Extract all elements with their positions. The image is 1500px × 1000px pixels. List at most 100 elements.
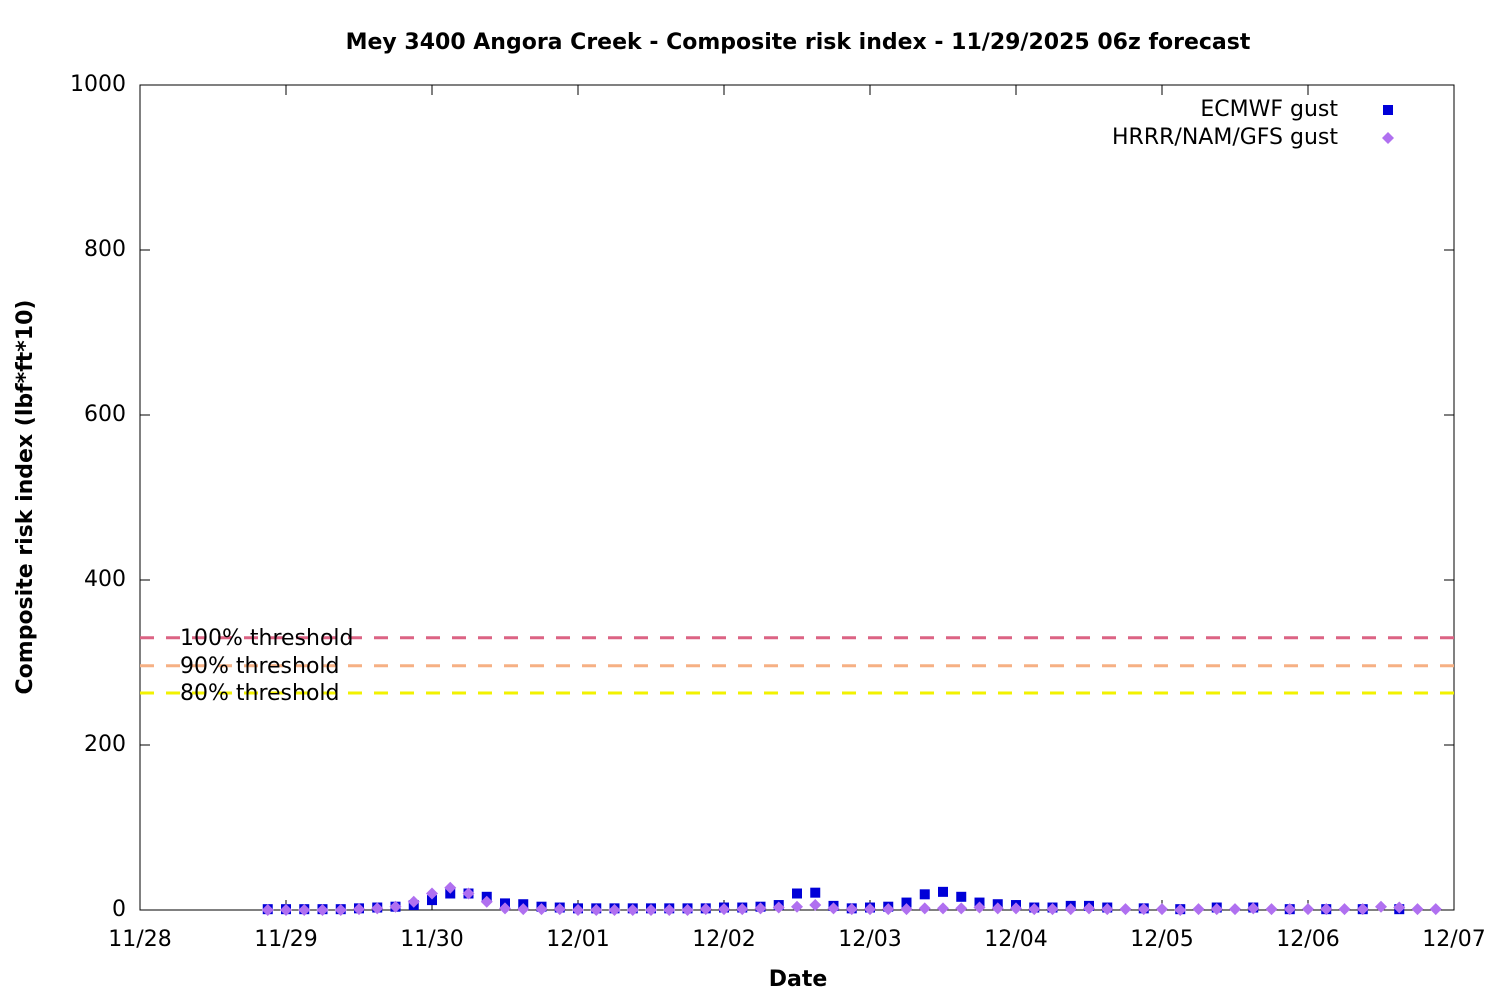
threshold-label: 80% threshold (180, 681, 340, 706)
data-point (1083, 902, 1095, 915)
data-point (1247, 902, 1260, 915)
data-point (334, 904, 347, 916)
data-point (919, 889, 930, 900)
x-tick-label: 11/30 (400, 927, 463, 952)
data-point (663, 904, 676, 916)
data-point (718, 903, 730, 916)
data-point (1156, 903, 1168, 916)
data-point (1046, 903, 1059, 916)
data-point (608, 904, 621, 916)
data-point (1320, 903, 1333, 916)
data-point (1393, 901, 1406, 914)
x-axis-title: Date (769, 967, 828, 992)
plot-frame (139, 84, 1455, 911)
data-point (280, 904, 292, 916)
data-point (1101, 903, 1114, 916)
data-point (1265, 903, 1278, 916)
data-point (1302, 903, 1314, 916)
data-point (900, 903, 913, 916)
data-point (427, 895, 437, 906)
data-point (371, 902, 384, 915)
x-tick-label: 12/05 (1130, 927, 1193, 952)
data-point (407, 895, 420, 908)
data-point (864, 903, 876, 916)
chart-title: Mey 3400 Angora Creek - Composite risk i… (346, 30, 1251, 55)
data-point (572, 904, 584, 916)
data-point (316, 904, 329, 916)
y-tick-label: 800 (84, 237, 126, 262)
data-point (901, 897, 912, 908)
data-point (462, 887, 475, 900)
data-point (973, 901, 986, 914)
x-tick-label: 12/03 (838, 927, 901, 952)
data-point (645, 904, 657, 916)
data-point (918, 902, 931, 915)
x-tick-label: 11/28 (108, 927, 171, 952)
data-point (1174, 904, 1187, 916)
data-point (389, 900, 402, 913)
x-tick-label: 11/29 (254, 927, 317, 952)
data-point (882, 903, 895, 916)
x-tick-label: 12/01 (546, 927, 609, 952)
data-point (827, 902, 840, 915)
data-point (1192, 903, 1205, 916)
threshold-label: 90% threshold (180, 654, 340, 679)
data-point (937, 902, 949, 915)
data-point (1429, 903, 1442, 916)
data-point (499, 902, 511, 915)
data-point (1119, 903, 1132, 916)
data-point (1064, 903, 1077, 916)
data-point (845, 903, 858, 916)
legend-label: HRRR/NAM/GFS gust (1112, 125, 1338, 150)
data-point (1229, 903, 1241, 916)
data-point (736, 903, 749, 916)
data-point (938, 886, 948, 897)
x-tick-label: 12/07 (1422, 927, 1485, 952)
y-tick-label: 0 (112, 897, 126, 922)
data-point (353, 903, 365, 916)
data-point (991, 902, 1004, 915)
x-tick-label: 12/02 (692, 927, 755, 952)
legend-label: ECMWF gust (1200, 97, 1338, 122)
y-tick-label: 200 (84, 732, 126, 757)
data-point (1010, 902, 1022, 915)
data-point (261, 904, 274, 916)
y-tick-label: 1000 (70, 72, 126, 97)
data-point (681, 904, 694, 916)
y-tick-label: 600 (84, 402, 126, 427)
data-point (1383, 105, 1393, 115)
data-point (1210, 903, 1223, 916)
data-point (535, 903, 548, 916)
data-point (517, 903, 530, 916)
data-point (1375, 900, 1387, 913)
data-point (699, 903, 712, 916)
y-axis-title: Composite risk index (lbf*ft*10) (13, 300, 38, 695)
data-point (444, 881, 457, 894)
data-point (590, 904, 603, 916)
data-point (792, 888, 802, 899)
data-point (298, 904, 311, 916)
data-point (772, 901, 785, 914)
data-point (1338, 903, 1351, 916)
data-point (1356, 903, 1369, 916)
data-point (956, 891, 967, 902)
data-point (754, 902, 767, 915)
data-point (955, 902, 968, 915)
data-point (626, 904, 639, 916)
x-tick-label: 12/04 (984, 927, 1047, 952)
threshold-label: 100% threshold (180, 626, 354, 651)
data-point (1028, 903, 1041, 916)
data-point (1283, 903, 1296, 916)
data-point (809, 899, 822, 912)
data-point (480, 895, 493, 908)
data-point (791, 900, 803, 913)
x-tick-label: 12/06 (1276, 927, 1339, 952)
data-point (426, 887, 438, 900)
data-point (1137, 903, 1150, 916)
data-point (810, 887, 821, 898)
data-point (1411, 903, 1424, 916)
y-tick-label: 400 (84, 567, 126, 592)
data-point (553, 903, 566, 916)
data-point (1382, 132, 1394, 144)
